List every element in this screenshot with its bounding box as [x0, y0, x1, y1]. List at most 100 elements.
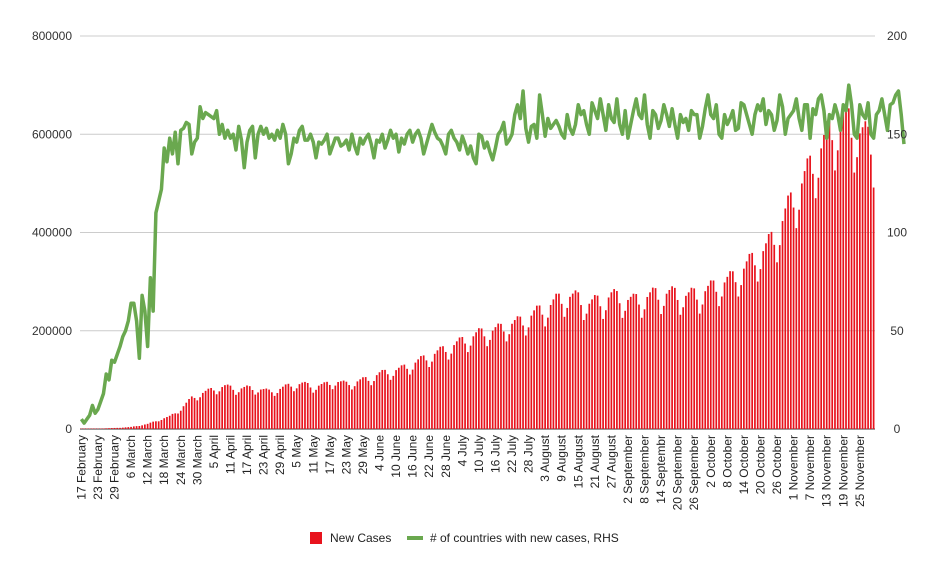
bar-new-cases	[580, 305, 582, 429]
bar-new-cases	[734, 282, 737, 429]
y-right-tick-label: 0	[894, 422, 901, 436]
bar-new-cases	[386, 374, 389, 429]
y-axis-right: 0 50 100 150 200	[887, 29, 907, 436]
countries-line	[79, 83, 906, 425]
bar-new-cases	[213, 390, 215, 429]
bar-new-cases	[649, 292, 651, 429]
bar-new-cases	[224, 385, 226, 429]
bar-new-cases	[235, 394, 237, 429]
bar-new-cases	[397, 367, 400, 429]
bar-new-cases	[541, 314, 544, 429]
bar-new-cases	[773, 244, 776, 429]
bar-new-cases	[312, 392, 315, 429]
y-axis-left: 0 200000 400000 600000 800000	[32, 29, 72, 436]
bar-new-cases	[709, 280, 712, 429]
bar-new-cases	[665, 293, 668, 429]
bar-new-cases	[809, 155, 811, 430]
gridlines	[80, 35, 875, 430]
bar-new-cases	[257, 392, 259, 429]
x-tick-label: 16 July	[488, 435, 502, 473]
bar-new-cases	[455, 341, 458, 429]
bar-new-cases	[847, 108, 850, 430]
bar-new-cases	[671, 286, 673, 429]
bar-new-cases	[130, 426, 132, 429]
bar-new-cases	[163, 418, 166, 429]
bar-new-cases	[674, 287, 676, 429]
bar-new-cases	[121, 427, 124, 429]
bar-new-cases	[132, 426, 135, 429]
x-tick-label: 27 August	[604, 434, 618, 488]
bar-new-cases	[196, 400, 199, 429]
bar-new-cases	[138, 426, 141, 429]
x-tick-label: 29 February	[108, 435, 122, 500]
bar-new-cases	[337, 382, 339, 429]
bar-new-cases	[102, 428, 105, 429]
y-left-tick-label: 800000	[32, 29, 72, 43]
bar-new-cases	[491, 330, 494, 429]
bar-new-cases	[500, 323, 502, 429]
bar-new-cases	[690, 287, 693, 429]
x-tick-label: 16 June	[406, 435, 420, 478]
bar-new-cases	[781, 221, 784, 429]
bar-new-cases	[237, 392, 240, 429]
bar-new-cases	[461, 337, 464, 429]
x-tick-label: 14 Septembr	[654, 435, 668, 504]
bar-new-cases	[359, 379, 362, 429]
bar-new-cases	[704, 291, 707, 429]
bar-new-cases	[632, 293, 635, 429]
bar-new-cases	[778, 245, 781, 429]
bar-new-cases	[240, 388, 243, 429]
bar-new-cases	[494, 327, 497, 429]
x-tick-label: 8 September	[638, 435, 652, 504]
bar-new-cases	[215, 394, 218, 429]
bar-new-cases	[218, 391, 221, 429]
bar-new-cases	[624, 310, 627, 429]
bar-new-cases	[685, 295, 687, 429]
bar-new-cases	[682, 307, 685, 429]
bar-new-cases	[571, 293, 574, 429]
bar-new-cases	[828, 118, 831, 430]
bar-new-cases	[428, 367, 431, 429]
bar-new-cases	[168, 415, 171, 429]
bar-new-cases	[842, 109, 845, 429]
bar-new-cases	[480, 328, 483, 429]
bar-new-cases	[792, 207, 795, 429]
bar-new-cases	[646, 296, 649, 429]
bar-new-cases	[549, 304, 552, 429]
bar-new-cases	[309, 387, 312, 429]
x-tick-label: 2 October	[704, 435, 718, 488]
bar-new-cases	[552, 299, 555, 429]
y-right-tick-label: 200	[887, 29, 907, 43]
bar-new-cases	[270, 392, 273, 429]
bar-new-cases	[458, 337, 461, 429]
x-tick-label: 25 November	[853, 435, 867, 507]
bar-new-cases	[668, 289, 671, 429]
bar-new-cases	[715, 291, 718, 429]
bar-new-cases	[870, 154, 872, 429]
bar-new-cases	[232, 389, 235, 429]
bar-new-cases	[527, 327, 530, 429]
bar-new-cases	[629, 296, 632, 429]
bar-new-cases	[179, 410, 182, 429]
y-right-tick-label: 50	[890, 324, 904, 338]
bar-new-cases	[767, 234, 770, 429]
bar-new-cases	[105, 428, 108, 429]
bar-new-cases	[823, 134, 825, 430]
bar-new-cases	[657, 299, 660, 429]
x-tick-label: 4 June	[373, 435, 387, 471]
bar-new-cases	[243, 386, 246, 429]
bar-new-cases	[420, 356, 422, 429]
bar-new-cases	[707, 285, 709, 429]
x-tick-label: 17 February	[74, 435, 88, 500]
x-tick-label: 30 March	[190, 435, 204, 485]
bar-new-cases	[864, 121, 867, 429]
bar-new-cases	[392, 375, 395, 429]
bar-new-cases	[395, 370, 397, 429]
bar-new-cases	[364, 377, 367, 429]
x-tick-label: 4 July	[455, 435, 469, 466]
bar-new-cases	[146, 423, 149, 429]
x-tick-label: 3 August	[538, 434, 552, 481]
bar-new-cases	[776, 262, 778, 429]
bar-new-cases	[453, 345, 455, 429]
